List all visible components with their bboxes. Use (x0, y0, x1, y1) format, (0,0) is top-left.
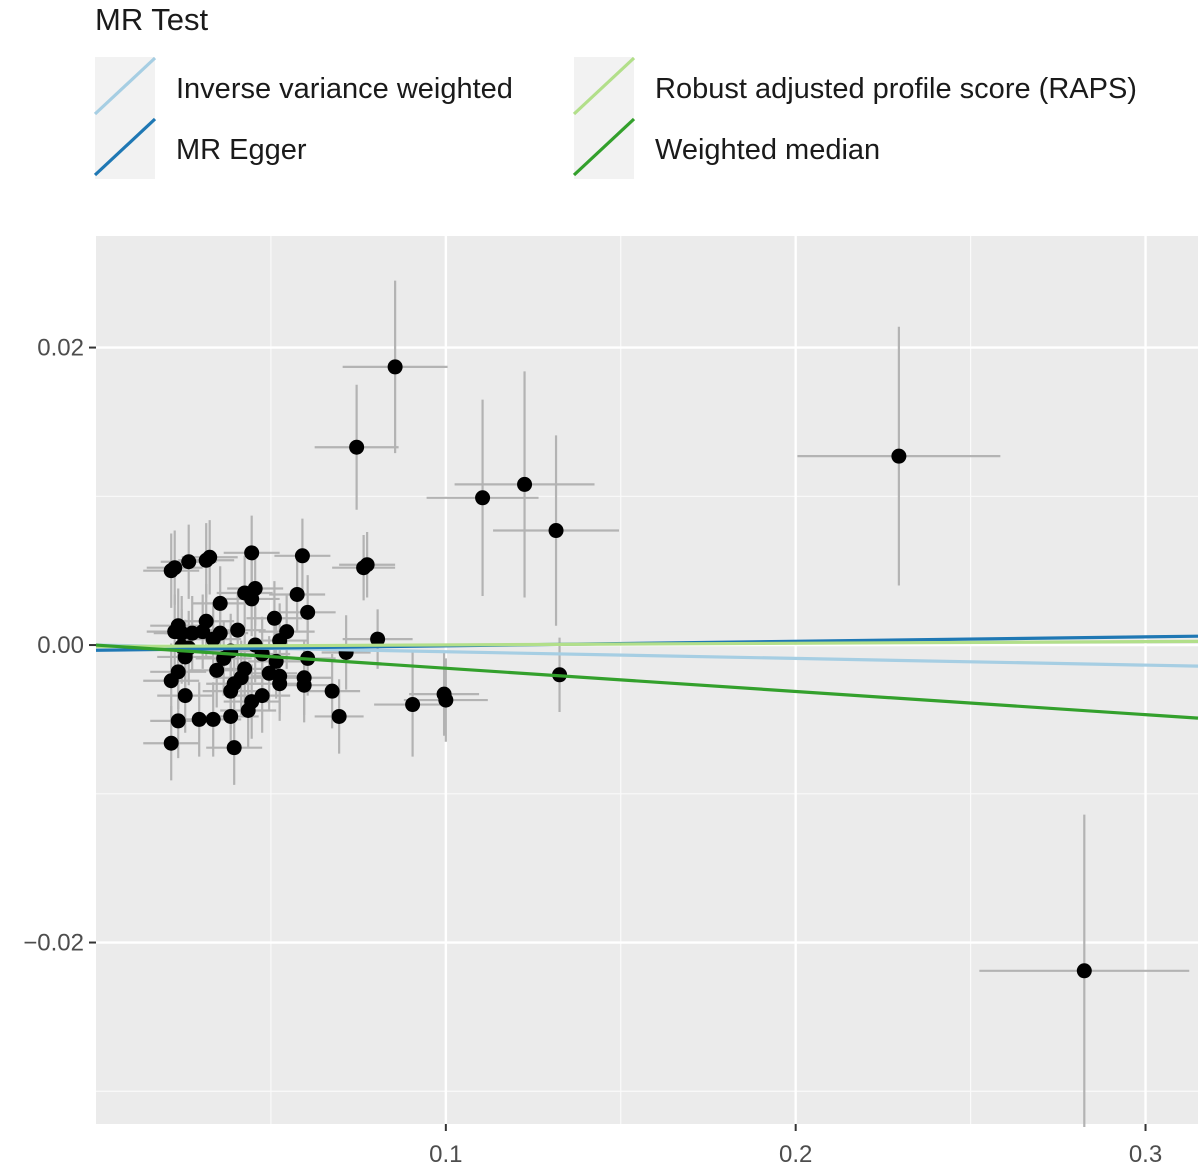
data-point (548, 523, 564, 539)
data-point (167, 560, 183, 576)
data-point (370, 631, 386, 647)
legend: MR Test Inverse variance weighted MR Egge… (93, 2, 1137, 179)
y-tick-label: 0.00 (37, 632, 84, 659)
legend-key-line (572, 117, 636, 177)
y-tick-label: −0.02 (23, 930, 84, 957)
data-point (191, 711, 207, 727)
legend-title: MR Test (95, 2, 209, 37)
regression-line (95, 639, 1199, 649)
data-point (223, 708, 239, 724)
data-point (170, 713, 186, 729)
data-point (237, 661, 253, 677)
data-point (174, 625, 190, 641)
legend-item: Inverse variance weighted (93, 56, 513, 118)
legend-label: Robust adjusted profile score (RAPS) (655, 73, 1137, 105)
data-point (891, 448, 907, 464)
legend-item: MR Egger (93, 117, 307, 179)
data-point (324, 683, 340, 699)
x-tick-label: 0.3 (1129, 1141, 1162, 1168)
data-point (475, 490, 491, 506)
data-point (359, 557, 375, 573)
data-point (195, 624, 211, 640)
legend-key-line (93, 56, 157, 116)
data-point (294, 548, 310, 564)
data-point (205, 711, 221, 727)
data-point (387, 359, 403, 375)
regression-lines (95, 634, 1199, 720)
data-point (226, 740, 242, 756)
x-tick-label: 0.2 (779, 1141, 812, 1168)
data-point (349, 439, 365, 455)
data-point (177, 688, 193, 704)
data-point (163, 735, 179, 751)
minor-gridlines (96, 236, 1198, 1124)
data-point (230, 622, 246, 638)
data-point (517, 476, 533, 492)
legend-label: Inverse variance weighted (176, 73, 513, 105)
data-point (300, 604, 316, 620)
legend-item: Weighted median (572, 117, 880, 179)
data-point (237, 585, 253, 601)
legend-item: Robust adjusted profile score (RAPS) (572, 56, 1137, 118)
legend-label: MR Egger (176, 134, 307, 166)
axes: 0.02 0.00 −0.02 0.1 0.2 0.3 (23, 335, 1162, 1168)
data-point (296, 670, 312, 686)
x-tick-label: 0.1 (429, 1141, 462, 1168)
data-point (198, 552, 214, 568)
data-point (1076, 963, 1092, 979)
data-point (254, 688, 270, 704)
data-point (438, 692, 454, 708)
data-point (209, 662, 225, 678)
data-point (331, 708, 347, 724)
legend-label: Weighted median (655, 134, 880, 166)
data-point (212, 595, 228, 611)
legend-key-line (572, 56, 636, 116)
data-point (244, 545, 260, 561)
data-point (405, 697, 421, 713)
data-point (163, 673, 179, 689)
data-point (261, 665, 277, 681)
data-point (279, 624, 295, 640)
y-tick-label: 0.02 (37, 335, 84, 362)
data-point (223, 683, 239, 699)
data-point (289, 586, 305, 602)
data-point (205, 631, 221, 647)
regression-line (95, 643, 1199, 720)
data-point (181, 554, 197, 570)
data-point (266, 610, 282, 626)
legend-key-line (93, 117, 157, 177)
